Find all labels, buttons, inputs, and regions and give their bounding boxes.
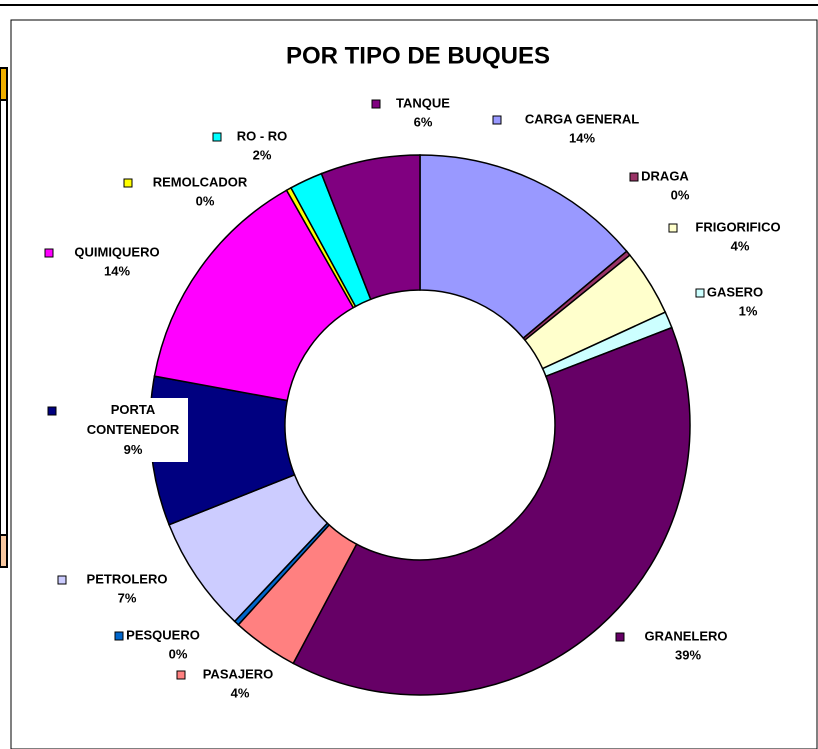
slice <box>292 326 691 696</box>
value-label: 0% <box>671 187 690 202</box>
value-label: 6% <box>414 114 433 129</box>
legend-label: GASERO 1% <box>695 284 763 318</box>
label-wrap: PORTA CONTENEDOR 9% <box>78 400 188 460</box>
slice <box>320 154 421 301</box>
legend-marker <box>492 115 502 125</box>
value-label: 4% <box>731 238 750 253</box>
legend-label: CARGA GENERAL 14% <box>492 111 639 145</box>
legend-marker <box>44 248 54 258</box>
category-label: GRANELERO <box>644 628 727 643</box>
value-label: 14% <box>104 263 130 278</box>
value-label: 9% <box>123 442 143 457</box>
legend-label: PESQUERO 0% <box>114 627 200 661</box>
legend-marker <box>695 288 705 298</box>
slice <box>419 154 628 340</box>
value-label: 4% <box>231 685 250 700</box>
legend-marker <box>615 632 625 642</box>
legend-marker <box>629 172 639 182</box>
category-label: FRIGORIFICO <box>695 219 780 234</box>
value-label: 7% <box>118 590 137 605</box>
value-label: 0% <box>169 646 188 661</box>
frame <box>10 19 818 749</box>
category-label: PORTA CONTENEDOR <box>86 402 180 437</box>
legend-marker <box>57 575 67 585</box>
category-label: REMOLCADOR <box>153 174 248 189</box>
slice <box>153 189 355 402</box>
value-label: 14% <box>569 130 595 145</box>
category-label: PESQUERO <box>126 627 200 642</box>
legend-label: PETROLERO 7% <box>57 571 168 605</box>
legend-marker <box>176 670 186 680</box>
legend-marker <box>371 99 381 109</box>
category-label: TANQUE <box>396 95 450 110</box>
value-label: 2% <box>253 147 272 162</box>
legend-label: RO - RO 2% <box>212 128 288 162</box>
legend-label: QUIMIQUERO 14% <box>44 244 160 278</box>
legend-label: PORTA CONTENEDOR 9% <box>46 398 188 462</box>
left-strip <box>0 67 8 568</box>
cell <box>0 534 8 568</box>
category-label: RO - RO <box>237 128 288 143</box>
cell <box>0 67 8 101</box>
legend-label: GRANELERO 39% <box>615 628 728 662</box>
legend-marker <box>47 406 57 416</box>
label-box <box>46 398 188 462</box>
chart-title: POR TIPO DE BUQUES <box>286 42 550 69</box>
legend-marker <box>114 631 124 641</box>
category-label: PETROLERO <box>87 571 168 586</box>
legend-marker <box>212 132 222 142</box>
legend-label: FRIGORIFICO 4% <box>668 219 781 253</box>
value-label: 39% <box>675 647 701 662</box>
value-label: 0% <box>196 193 215 208</box>
category-label: GASERO <box>707 284 763 299</box>
legend-marker <box>123 178 133 188</box>
legend-label: TANQUE 6% <box>371 95 450 129</box>
cell <box>0 99 8 536</box>
legend-label: REMOLCADOR 0% <box>123 174 248 208</box>
value-label: 1% <box>739 303 758 318</box>
category-label: CARGA GENERAL <box>525 111 639 126</box>
legend-marker <box>668 223 678 233</box>
category-label: QUIMIQUERO <box>74 244 159 259</box>
category-label: PASAJERO <box>203 666 274 681</box>
category-label: DRAGA <box>641 168 689 183</box>
label-text: PORTA CONTENEDOR 9% <box>78 400 188 460</box>
legend-label: DRAGA 0% <box>629 168 690 202</box>
legend-label: PASAJERO 4% <box>176 666 274 700</box>
